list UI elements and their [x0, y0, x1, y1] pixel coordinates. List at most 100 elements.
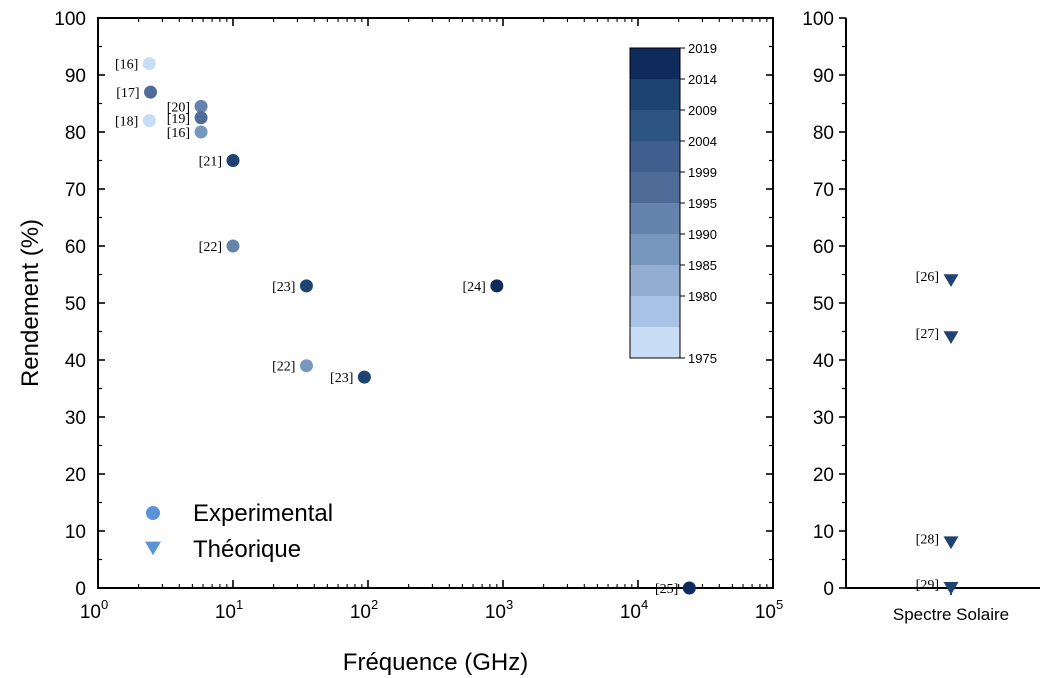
side-y-tick-label: 90	[813, 66, 834, 87]
x-tick-base: 10	[755, 602, 776, 623]
legend-label-theorique: Théorique	[193, 536, 301, 563]
data-point	[194, 111, 208, 125]
colorbar-segment	[630, 141, 680, 173]
data-point	[299, 359, 313, 373]
x-tick-label: 104	[620, 597, 648, 623]
x-tick-base: 10	[215, 602, 236, 623]
colorbar-label: 2009	[688, 103, 717, 118]
x-tick-exponent: 0	[101, 597, 108, 612]
colorbar-label: 1999	[688, 165, 717, 180]
legend-circle-marker	[146, 506, 160, 520]
colorbar-label: 2019	[688, 41, 717, 56]
data-point	[194, 99, 208, 113]
side-y-tick-label: 60	[813, 237, 834, 258]
colorbar-segment	[630, 296, 680, 328]
y-tick-label: 100	[54, 9, 86, 30]
legend-label-experimental: Experimental	[193, 500, 333, 527]
theoretical-point	[943, 582, 959, 595]
y-tick-label: 30	[65, 408, 86, 429]
x-tick-base: 10	[80, 602, 101, 623]
colorbar-label: 2014	[688, 72, 717, 87]
colorbar-segment	[630, 48, 680, 80]
y-tick-label: 20	[65, 465, 86, 486]
x-tick-exponent: 5	[776, 597, 783, 612]
x-tick-exponent: 1	[236, 597, 243, 612]
x-tick-label: 102	[350, 597, 378, 623]
data-point-ref: [21]	[199, 155, 222, 170]
x-tick-label: 105	[755, 597, 783, 623]
data-point	[144, 85, 158, 99]
data-point-ref: [18]	[115, 115, 138, 130]
y-tick-label: 60	[65, 237, 86, 258]
solar-spectrum-chart: 0 10 20 30 40 50 60 70 80 90 100 Spectre Solaire [26…	[802, 9, 1040, 624]
side-y-tick-label: 30	[813, 408, 834, 429]
colorbar-label: 1975	[688, 351, 717, 366]
data-point	[142, 57, 156, 71]
y-tick-label: 50	[65, 294, 86, 315]
colorbar-segment	[630, 327, 680, 359]
data-point-ref: [25]	[655, 582, 678, 597]
side-y-tick-label: 0	[823, 579, 834, 600]
data-point-ref: [22]	[272, 360, 295, 375]
x-tick-exponent: 3	[506, 597, 513, 612]
side-y-tick-label: 70	[813, 180, 834, 201]
side-y-tick-label: 100	[802, 9, 834, 30]
data-point	[682, 581, 696, 595]
side-category-label: Spectre Solaire	[893, 605, 1009, 624]
theoretical-point	[943, 274, 959, 287]
data-point	[226, 154, 240, 167]
x-tick-base: 10	[485, 602, 506, 623]
x-tick-exponent: 4	[641, 597, 648, 612]
x-tick-base: 10	[620, 602, 641, 623]
colorbar-label: 2004	[688, 134, 717, 149]
theoretical-point-ref: [27]	[916, 327, 939, 342]
colorbar-label: 1980	[688, 289, 717, 304]
side-y-tick-label: 50	[813, 294, 834, 315]
side-y-tick-label: 40	[813, 351, 834, 372]
y-tick-label: 80	[65, 123, 86, 144]
theoretical-point-ref: [28]	[916, 532, 939, 547]
colorbar-segment	[630, 79, 680, 111]
legend-triangle-marker	[145, 541, 161, 556]
colorbar-segment	[630, 234, 680, 266]
x-tick-label: 100	[80, 597, 108, 623]
side-y-tick-label: 20	[813, 465, 834, 486]
data-point	[142, 114, 156, 128]
theoretical-point-ref: [29]	[916, 578, 939, 593]
x-tick-base: 10	[350, 602, 371, 623]
y-axis-title: Rendement (%)	[17, 219, 44, 387]
x-axis-title: Fréquence (GHz)	[343, 649, 528, 676]
colorbar-label: 1995	[688, 196, 717, 211]
y-tick-label: 10	[65, 522, 86, 543]
data-point-ref: [23]	[330, 371, 353, 386]
colorbar-segment	[630, 203, 680, 235]
theoretical-point-ref: [26]	[916, 270, 939, 285]
x-tick-exponent: 2	[371, 597, 378, 612]
data-point-ref: [23]	[272, 280, 295, 295]
data-point-ref: [16]	[167, 126, 190, 141]
x-tick-label: 101	[215, 597, 243, 623]
colorbar-label: 1985	[688, 258, 717, 273]
data-point	[226, 239, 240, 253]
data-point-ref: [24]	[462, 280, 485, 295]
y-tick-label: 0	[75, 579, 86, 600]
data-point	[357, 370, 371, 384]
colorbar-segment	[630, 265, 680, 297]
side-y-tick-label: 80	[813, 123, 834, 144]
data-point	[490, 279, 504, 293]
data-point	[299, 279, 313, 293]
data-point-ref: [16]	[115, 58, 138, 73]
colorbar-segment	[630, 172, 680, 204]
data-point	[194, 125, 208, 139]
colorbar-label: 1990	[688, 227, 717, 242]
colorbar-segment	[630, 110, 680, 142]
y-tick-label: 90	[65, 66, 86, 87]
y-tick-label: 70	[65, 180, 86, 201]
x-tick-label: 103	[485, 597, 513, 623]
data-point-ref: [22]	[199, 240, 222, 255]
y-tick-label: 40	[65, 351, 86, 372]
theoretical-point	[943, 331, 959, 344]
theoretical-point	[943, 536, 959, 550]
